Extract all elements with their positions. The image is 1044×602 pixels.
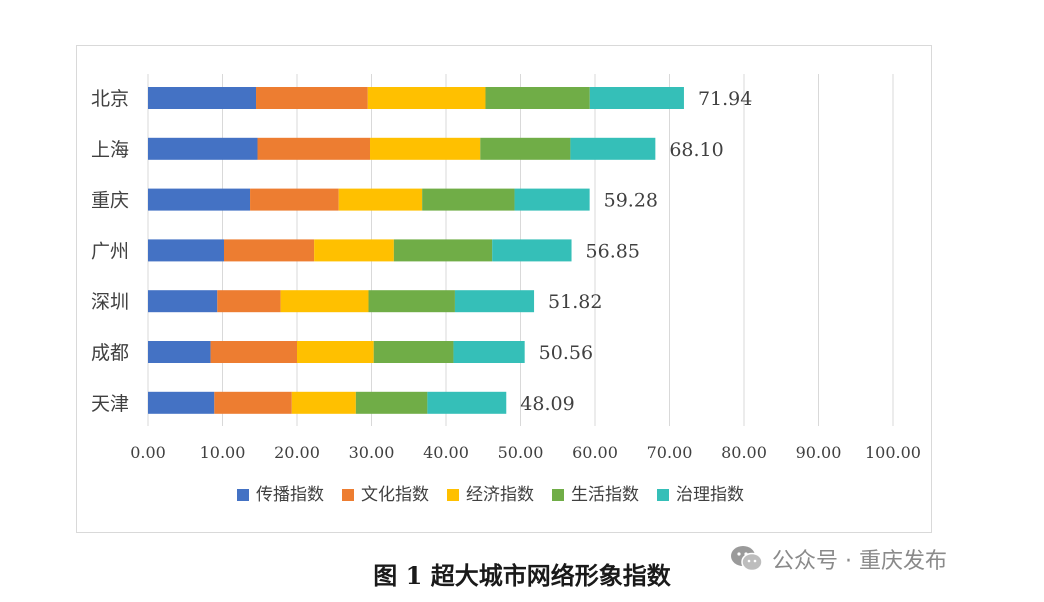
bar-segment [368,290,455,313]
legend-label: 生活指数 [571,485,639,505]
bar-segment [223,239,315,262]
total-label: 50.56 [539,342,593,364]
x-tick-label: 60.00 [572,443,618,462]
legend-swatch [237,489,249,501]
legend-swatch [657,489,669,501]
bar-segment [256,87,368,109]
bar-segment [393,239,493,262]
legend-label: 经济指数 [466,485,534,505]
bar-segment [148,239,224,262]
wechat-icon [731,546,763,572]
legend-label: 文化指数 [361,485,429,505]
x-tick-label: 0.00 [130,443,166,462]
category-label: 北京 [91,88,129,110]
watermark: 公众号 · 重庆发布 [730,541,947,577]
x-tick-label: 40.00 [423,443,469,462]
bar-segment [148,341,211,363]
x-tick-label: 20.00 [274,443,320,462]
bar-segment [148,391,215,414]
bar-segment [570,137,656,160]
bar-segment [589,87,684,109]
category-label: 天津 [91,393,129,415]
category-label: 成都 [91,342,129,364]
bar-segment [355,391,428,414]
bar-segment [454,290,535,313]
bar-segment [148,137,258,160]
bar-segment [492,239,572,262]
bar-segment [314,239,394,262]
figure-caption: 图 1 超大城市网络形象指数 [373,561,671,590]
x-tick-label: 30.00 [349,443,395,462]
stacked-bar-chart: 0.00 10.00 20.00 30.00 40.00 50.00 60.00 70.00 8… [91,74,921,505]
bar-segment [297,341,374,363]
bar-segment [217,290,281,313]
bar-segment [257,137,371,160]
x-tick-label: 70.00 [647,443,693,462]
x-tick-label: 90.00 [796,443,842,462]
chart-frame: 0.00 10.00 20.00 30.00 40.00 50.00 60.00 70.00 8… [76,45,932,533]
bar-segment [148,188,251,211]
bar-segment [291,391,356,414]
bar-segment [453,341,525,363]
bar-segment [280,290,369,313]
bar-segment [210,341,297,363]
legend-swatch [342,489,354,501]
x-tick-label: 80.00 [721,443,767,462]
x-tick-label: 50.00 [498,443,544,462]
bar-segment [367,87,486,109]
total-label: 48.09 [520,393,574,415]
category-label: 深圳 [91,291,129,313]
legend-label: 传播指数 [256,485,324,505]
total-label: 51.82 [548,291,602,313]
bar-segment [338,188,423,211]
x-tick-label: 10.00 [200,443,246,462]
bar-segment [148,290,218,313]
bar-segment [373,341,454,363]
bars [148,87,684,414]
bar-segment [422,188,515,211]
watermark-text: 公众号 · 重庆发布 [772,549,947,574]
bar-segment [427,391,507,414]
bar-segment [214,391,292,414]
category-label: 广州 [91,240,129,262]
total-label: 56.85 [586,240,640,262]
legend-swatch [447,489,459,501]
bar-segment [480,137,571,160]
bar-segment [250,188,339,211]
legend: 传播指数 文化指数 经济指数 生活指数 治理指数 [237,485,744,505]
category-label: 上海 [91,139,129,161]
legend-label: 治理指数 [676,485,744,505]
bar-segment [485,87,590,109]
bar-segment [514,188,590,211]
total-label: 68.10 [669,139,723,161]
total-label: 71.94 [698,88,752,110]
bar-segment [148,87,257,109]
labels: 0.00 10.00 20.00 30.00 40.00 50.00 60.00 70.00 8… [91,88,921,462]
legend-swatch [552,489,564,501]
bar-segment [370,137,481,160]
category-label: 重庆 [91,190,129,212]
total-label: 59.28 [604,190,658,212]
x-tick-label: 100.00 [865,443,921,462]
